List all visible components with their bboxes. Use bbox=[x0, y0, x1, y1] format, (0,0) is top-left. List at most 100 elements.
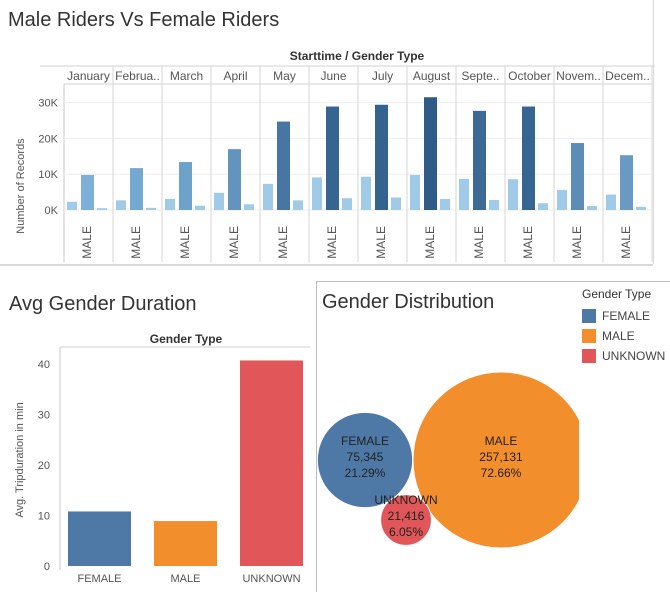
bubble-label: 6.05% bbox=[389, 525, 423, 539]
gender-type-header: Gender Type bbox=[150, 332, 223, 346]
month-label: Februa.. bbox=[115, 69, 160, 83]
male-subcategory-label: MALE bbox=[325, 226, 339, 259]
bar-male bbox=[473, 110, 486, 210]
bar-unknown bbox=[587, 206, 597, 210]
month-label: June bbox=[320, 69, 346, 83]
bar-female bbox=[165, 198, 175, 210]
bar-female bbox=[214, 192, 224, 210]
gender-distribution-title: Gender Distribution bbox=[322, 291, 495, 313]
y-tick-label: 0K bbox=[45, 205, 59, 217]
bar-male bbox=[620, 155, 633, 210]
bar-unknown bbox=[636, 206, 646, 210]
month-label: Decem.. bbox=[605, 69, 650, 83]
month-label: March bbox=[170, 69, 203, 83]
legend-item-unknown[interactable]: UNKNOWN bbox=[582, 346, 668, 366]
male-subcategory-label: MALE bbox=[80, 226, 94, 259]
legend-label-unknown: UNKNOWN bbox=[602, 349, 666, 363]
bubble-male bbox=[412, 371, 579, 549]
y-tick-label: 30K bbox=[38, 98, 58, 110]
bubble-label: MALE bbox=[485, 434, 518, 448]
bar-female bbox=[410, 174, 420, 210]
month-label: October bbox=[508, 69, 551, 83]
bar-female bbox=[263, 183, 273, 210]
bubble-label: 21.29% bbox=[345, 466, 386, 480]
bar-male bbox=[277, 121, 290, 210]
bar-male bbox=[228, 149, 241, 210]
category-label: FEMALE bbox=[77, 573, 121, 585]
section-divider bbox=[0, 264, 653, 266]
legend-item-female[interactable]: FEMALE bbox=[582, 306, 668, 326]
bar-unknown bbox=[97, 208, 107, 210]
male-subcategory-label: MALE bbox=[276, 226, 290, 259]
month-label: January bbox=[67, 69, 110, 83]
y-tick-label: 40 bbox=[38, 359, 50, 371]
bar-unknown bbox=[244, 204, 254, 210]
gender-bubble-chart: FEMALE 75,345 21.29% MALE 257,131 72.66% UNKNO… bbox=[317, 371, 579, 549]
bar-female bbox=[361, 176, 371, 210]
bar-unknown bbox=[440, 198, 450, 210]
bubble-label: 75,345 bbox=[347, 450, 384, 464]
avg-y-axis-label: Avg. Tripduration in min bbox=[14, 402, 26, 517]
month-label: May bbox=[273, 69, 296, 83]
male-subcategory-label: MALE bbox=[570, 226, 584, 259]
bar-unknown bbox=[391, 197, 401, 210]
y-tick-label: 30 bbox=[38, 410, 50, 422]
bubble-label: 72.66% bbox=[481, 466, 522, 480]
male-subcategory-label: MALE bbox=[129, 226, 143, 259]
bar-male bbox=[375, 104, 388, 210]
legend-swatch-male bbox=[582, 329, 596, 343]
y-tick-label: 0 bbox=[44, 561, 50, 573]
male-subcategory-label: MALE bbox=[521, 226, 535, 259]
bubble-label: 21,416 bbox=[388, 509, 425, 523]
monthly-riders-chart: Starttime / Gender Type Number of Record… bbox=[15, 49, 655, 262]
month-label: July bbox=[372, 69, 393, 83]
male-subcategory-label: MALE bbox=[423, 226, 437, 259]
gender-legend: Gender Type FEMALE MALE UNKNOWN bbox=[582, 287, 668, 366]
bar-male bbox=[424, 97, 437, 210]
bubble-unknown bbox=[380, 494, 432, 546]
avg-duration-title: Avg Gender Duration bbox=[9, 293, 197, 315]
bar-unknown bbox=[146, 207, 156, 210]
bubble-label: FEMALE bbox=[341, 434, 389, 448]
bar-female bbox=[67, 201, 77, 210]
starttime-gender-header: Starttime / Gender Type bbox=[290, 49, 425, 63]
bar-male bbox=[326, 106, 339, 210]
male-subcategory-label: MALE bbox=[619, 226, 633, 259]
month-label: Septe.. bbox=[461, 69, 499, 83]
bar-male bbox=[179, 162, 192, 210]
y-tick-label: 20K bbox=[38, 133, 58, 145]
category-label: UNKNOWN bbox=[242, 573, 300, 585]
legend-swatch-female bbox=[582, 309, 596, 323]
bar-unknown bbox=[489, 199, 499, 210]
legend-label-female: FEMALE bbox=[602, 309, 651, 323]
bar-female bbox=[312, 177, 322, 210]
bar-female bbox=[557, 189, 567, 210]
legend-swatch-unknown bbox=[582, 349, 596, 363]
bar-unknown bbox=[293, 200, 303, 210]
y-tick-label: 20 bbox=[38, 460, 50, 472]
right-edge-divider bbox=[653, 0, 654, 264]
bar-female bbox=[116, 200, 126, 210]
month-label: August bbox=[413, 69, 451, 83]
month-label: Novem.. bbox=[556, 69, 601, 83]
legend-item-male[interactable]: MALE bbox=[582, 326, 668, 346]
bar-unknown bbox=[538, 203, 548, 210]
y-axis-label: Number of Records bbox=[15, 138, 27, 234]
legend-label-male: MALE bbox=[602, 329, 635, 343]
bar-unknown bbox=[195, 205, 205, 210]
bar-female bbox=[606, 194, 616, 210]
male-subcategory-label: MALE bbox=[472, 226, 486, 259]
bar-unknown bbox=[240, 360, 303, 566]
bar-female bbox=[459, 178, 469, 210]
avg-duration-chart: Gender Type Avg. Tripduration in min 0 10… bbox=[14, 332, 310, 585]
y-tick-label: 10K bbox=[38, 169, 58, 181]
legend-title: Gender Type bbox=[582, 287, 652, 301]
y-tick-label: 10 bbox=[38, 511, 50, 523]
bar-male bbox=[154, 521, 217, 566]
bar-male bbox=[522, 106, 535, 210]
bar-unknown bbox=[342, 198, 352, 210]
male-subcategory-label: MALE bbox=[227, 226, 241, 259]
distribution-panel-border bbox=[316, 281, 670, 592]
monthly-chart-title: Male Riders Vs Female Riders bbox=[8, 9, 280, 31]
bar-male bbox=[81, 174, 94, 210]
